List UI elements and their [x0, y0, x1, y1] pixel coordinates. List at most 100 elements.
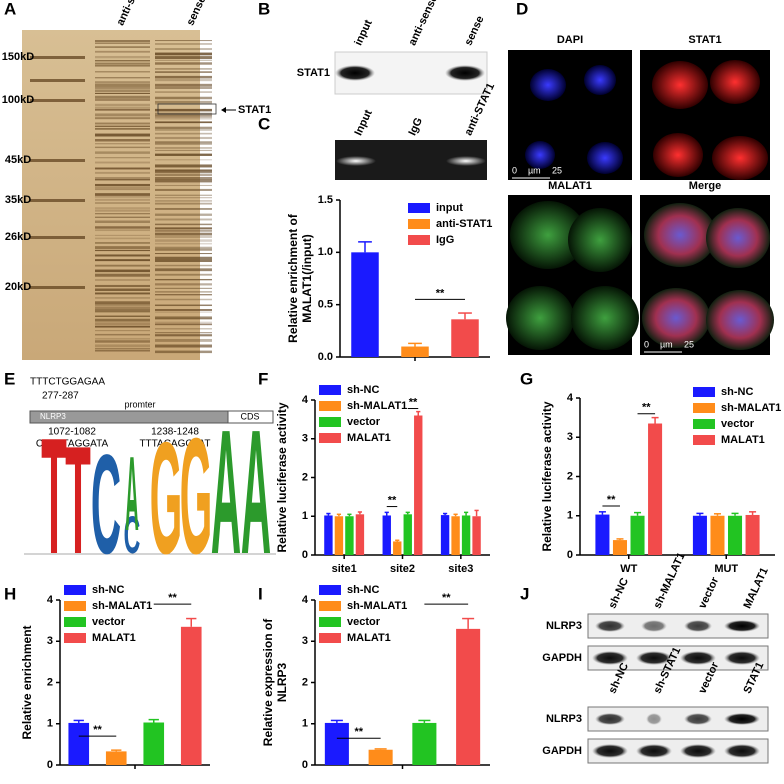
- gel-band: [155, 253, 212, 255]
- blot-band: [445, 65, 485, 81]
- legend-label: MALAT1: [347, 432, 391, 444]
- legend-swatch: [319, 617, 341, 627]
- gel-band: [155, 78, 212, 82]
- sig-label: **: [93, 724, 102, 736]
- gel-band: [95, 249, 150, 252]
- gel-band: [155, 118, 212, 120]
- legend-label: sh-MALAT1: [347, 600, 407, 612]
- gel-band: [95, 81, 150, 84]
- column-label: sh-MALAT1: [651, 551, 687, 611]
- legend-label: sh-NC: [92, 584, 124, 596]
- y-tick-label: 3: [567, 431, 573, 443]
- gel-band: [155, 223, 212, 226]
- gel-band: [155, 115, 212, 118]
- gel-band: [95, 186, 150, 190]
- gel-band: [95, 83, 150, 87]
- bar: [728, 515, 743, 555]
- column-label: sense: [184, 0, 208, 27]
- gel-band: [95, 207, 150, 209]
- x-tick-label: site3: [448, 563, 473, 575]
- column-label: Input: [352, 108, 374, 138]
- logo-letter: A: [241, 395, 271, 592]
- gel-band: [155, 194, 212, 196]
- gel-band: [155, 48, 212, 51]
- bar: [692, 515, 707, 555]
- panel-label: B: [258, 0, 270, 18]
- range: 277-287: [42, 391, 79, 402]
- panel-label: C: [258, 114, 270, 133]
- cds-label: CDS: [240, 411, 259, 421]
- gel-band: [155, 179, 212, 182]
- sig-label: **: [409, 396, 418, 408]
- gel-band: [95, 209, 150, 212]
- scale-label: µm: [660, 339, 673, 349]
- marker-band: [30, 199, 85, 202]
- y-tick-label: 4: [302, 594, 309, 606]
- gel-band: [155, 43, 212, 45]
- legend-swatch: [408, 235, 430, 245]
- legend-label: sh-NC: [347, 584, 379, 596]
- image-title: MALAT1: [548, 180, 592, 192]
- cell: [710, 60, 760, 104]
- y-tick-label: 4: [302, 394, 309, 406]
- panel-label: H: [4, 584, 16, 603]
- gel-band: [95, 89, 150, 92]
- gel-band: [155, 287, 212, 289]
- y-tick-label: 0: [302, 549, 308, 561]
- y-tick-label: 2: [302, 471, 308, 483]
- promoter-label: promter: [124, 399, 155, 409]
- gel-band: [155, 294, 212, 296]
- legend-label: MALAT1: [721, 434, 765, 446]
- range: 1238-1248: [151, 427, 199, 438]
- y-axis-label: Relative luciferase activity: [275, 402, 289, 552]
- gel-band: [95, 171, 150, 174]
- x-tick-label: site1: [332, 563, 357, 575]
- gel-band: [155, 239, 212, 242]
- gel-band: [95, 297, 150, 299]
- column-label: input: [352, 18, 374, 48]
- gel-band: [155, 344, 212, 347]
- gel-band: [95, 59, 150, 62]
- bar: [401, 346, 429, 357]
- gel-band: [95, 269, 150, 273]
- gel-band: [95, 226, 150, 229]
- panel-label: E: [4, 369, 15, 388]
- gel-band: [155, 334, 212, 337]
- gel-band: [95, 259, 150, 262]
- legend-label: MALAT1: [92, 632, 136, 644]
- image-title: STAT1: [688, 34, 721, 46]
- bar: [368, 749, 393, 765]
- legend-label: sh-NC: [347, 384, 379, 396]
- logo-letter: G: [150, 408, 183, 587]
- gel-band: [155, 188, 212, 191]
- logo-letter: G: [180, 404, 213, 589]
- gel-band: [155, 108, 212, 112]
- gel-band: [155, 136, 212, 140]
- gel-band: [155, 242, 212, 245]
- gel-band: [95, 122, 150, 125]
- cell: [652, 61, 708, 109]
- legend-label: vector: [347, 616, 381, 628]
- gel-band: [155, 311, 212, 313]
- row-label: GAPDH: [542, 745, 582, 757]
- gel-band: [95, 179, 150, 181]
- sequence: TTTCTGGAGAA: [30, 377, 105, 388]
- gel-band: [95, 198, 150, 201]
- y-axis-label: Relative enrichment of: [286, 213, 300, 343]
- blot-band: [335, 65, 375, 81]
- column-label: IgG: [406, 116, 425, 138]
- gel-band: [95, 213, 150, 215]
- marker-label: 20kD: [5, 281, 31, 293]
- scale-label: µm: [528, 165, 541, 175]
- gel-band: [155, 248, 212, 251]
- blot-band: [724, 713, 760, 725]
- gel-band: [155, 213, 212, 216]
- sig-label: **: [442, 592, 451, 604]
- cell: [510, 201, 586, 269]
- y-tick-label: 4: [47, 594, 54, 606]
- legend-label: MALAT1: [347, 632, 391, 644]
- gel-band: [446, 156, 486, 166]
- y-tick-label: 1: [302, 510, 308, 522]
- bar: [324, 515, 333, 555]
- legend-label: sh-MALAT1: [721, 402, 781, 414]
